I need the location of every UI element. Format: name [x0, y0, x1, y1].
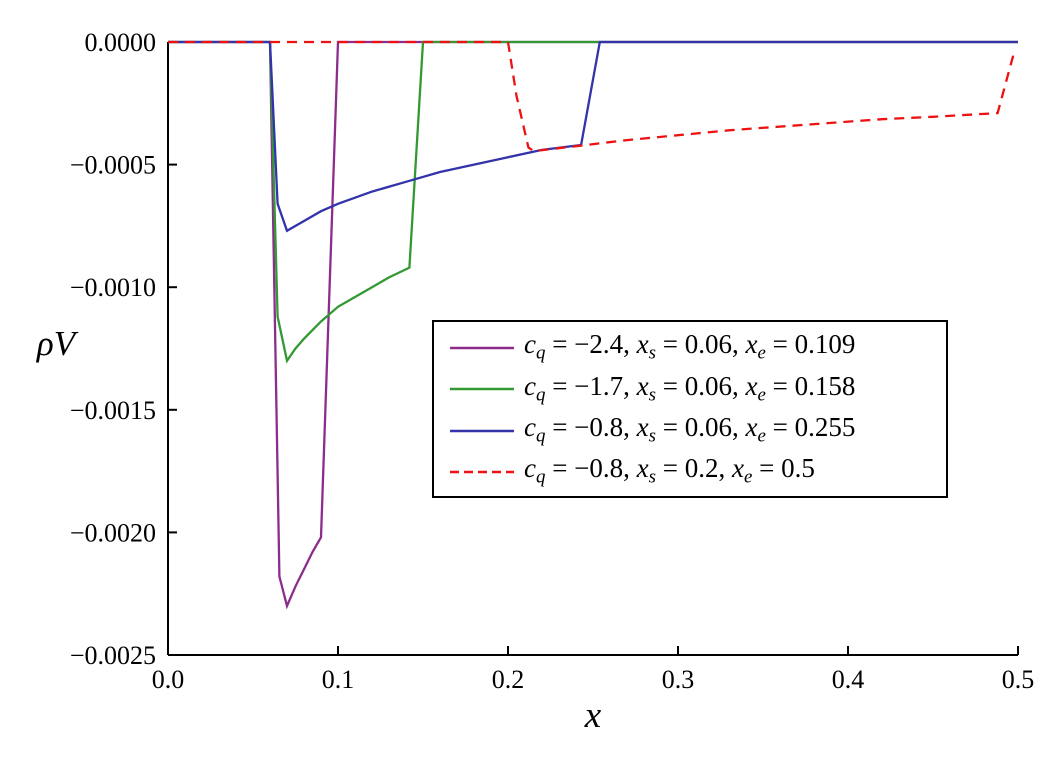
text-segment: ρ [36, 324, 54, 363]
text-segment: e [757, 343, 766, 365]
text-segment: x [745, 411, 758, 442]
legend-item-cq-08-late: cq = −0.8, xs = 0.2, xe = 0.5 [434, 451, 946, 491]
text-segment: q [535, 425, 546, 447]
text-segment: = 0.158 [765, 370, 856, 401]
legend-line-sample [450, 421, 514, 439]
legend-item-cq-17: cq = −1.7, xs = 0.06, xe = 0.158 [434, 368, 946, 408]
text-segment: s [648, 466, 656, 488]
legend-line-sample [450, 462, 514, 480]
text-segment: V [53, 324, 76, 363]
text-segment: x [584, 695, 602, 736]
y-tick-label: −0.0025 [70, 641, 156, 670]
text-segment: s [648, 425, 656, 447]
y-tick-label: −0.0010 [70, 273, 156, 302]
y-tick-label: −0.0020 [70, 518, 156, 547]
x-tick-label: 0.0 [152, 665, 185, 694]
text-segment: = 0.2, [656, 452, 732, 483]
text-segment: = −0.8, [545, 411, 637, 442]
y-axis-title: ρV [12, 324, 100, 364]
text-segment: = −1.7, [545, 370, 637, 401]
series-line-cq-08 [168, 40, 1018, 233]
text-segment: = −0.8, [545, 452, 637, 483]
legend-label: cq = −0.8, xs = 0.06, xe = 0.255 [524, 412, 855, 448]
text-segment: c [524, 452, 536, 483]
text-segment: = 0.06, [656, 370, 746, 401]
text-segment: = 0.5 [752, 452, 815, 483]
text-segment: c [524, 329, 536, 360]
text-segment: e [757, 425, 766, 447]
text-segment: = 0.255 [765, 411, 856, 442]
x-tick-label: 0.4 [832, 665, 865, 694]
text-segment: x [636, 452, 649, 483]
text-segment: = 0.06, [656, 329, 746, 360]
x-tick-label: 0.2 [492, 665, 525, 694]
text-segment: x [745, 370, 758, 401]
legend-label: cq = −0.8, xs = 0.2, xe = 0.5 [524, 453, 815, 489]
text-segment: s [648, 384, 656, 406]
x-tick-label: 0.1 [322, 665, 355, 694]
legend-line-sample [450, 379, 514, 397]
text-segment: x [745, 329, 758, 360]
text-segment: x [636, 329, 649, 360]
legend-label: cq = −1.7, xs = 0.06, xe = 0.158 [524, 371, 855, 407]
text-segment: q [535, 384, 546, 406]
y-tick-label: −0.0005 [70, 151, 156, 180]
series-line-cq-17 [168, 40, 1018, 364]
series-line-cq-24 [168, 40, 1018, 610]
text-segment: = 0.109 [765, 329, 856, 360]
y-tick-label: −0.0015 [70, 396, 156, 425]
text-segment: q [535, 466, 546, 488]
legend-sample-svg [450, 388, 514, 391]
x-tick-label: 0.5 [1002, 665, 1035, 694]
x-tick-label: 0.3 [662, 665, 695, 694]
legend-sample-svg [450, 346, 514, 350]
text-segment: x [636, 411, 649, 442]
text-segment: c [524, 370, 536, 401]
text-segment: c [524, 411, 536, 442]
text-segment: x [731, 452, 744, 483]
legend: cq = −2.4, xs = 0.06, xe = 0.109 cq = −1.… [432, 320, 948, 498]
legend-line-sample [450, 338, 514, 356]
text-segment: e [743, 466, 753, 488]
y-tick-label: 0.0000 [85, 28, 157, 57]
legend-sample-svg [450, 470, 514, 473]
legend-item-cq-24: cq = −2.4, xs = 0.06, xe = 0.109 [434, 327, 946, 367]
text-segment: = −2.4, [545, 329, 637, 360]
legend-sample-svg [450, 429, 514, 432]
legend-label: cq = −2.4, xs = 0.06, xe = 0.109 [524, 329, 855, 365]
text-segment: s [648, 343, 656, 365]
text-segment: x [636, 370, 649, 401]
legend-item-cq-08: cq = −0.8, xs = 0.06, xe = 0.255 [434, 410, 946, 450]
text-segment: = 0.06, [656, 411, 746, 442]
text-segment: q [535, 343, 546, 365]
x-axis-title: x [168, 694, 1018, 737]
text-segment: e [757, 384, 766, 406]
series-line-cq-08-late [168, 40, 1019, 153]
